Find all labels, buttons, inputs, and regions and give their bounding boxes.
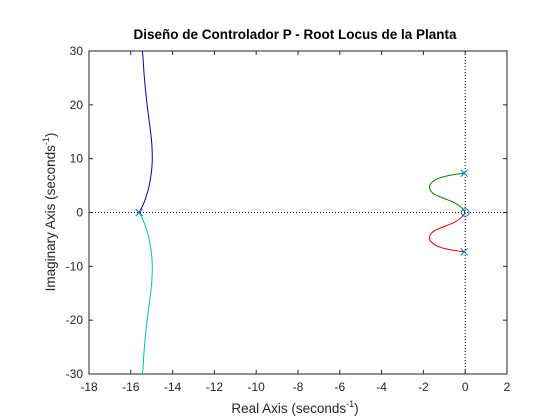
pole-marker (460, 247, 469, 256)
x-axis-label: Real Axis (seconds-1) (231, 399, 358, 416)
x-tick-label: -18 (80, 380, 98, 394)
x-tick-label: 2 (504, 380, 511, 394)
locus-branch-3 (428, 172, 466, 213)
y-tick-label: -30 (66, 367, 84, 381)
y-tick-label: 30 (70, 44, 84, 58)
axes-box (88, 50, 508, 375)
y-tick-label: 20 (70, 98, 84, 112)
y-tick-label: -20 (66, 313, 84, 327)
y-axis-label: Imaginary Axis (seconds-1) (41, 133, 58, 292)
zero-marker (460, 208, 470, 217)
locus-branch-2 (138, 212, 153, 375)
x-tick-label: 0 (462, 380, 469, 394)
x-tick-label: -2 (418, 380, 429, 394)
pole-stroke (460, 247, 469, 256)
pole-marker (135, 208, 144, 217)
x-axis-ticks: -18 -16 -14 -12 -10 -8 -6 -4 -2 0 2 (80, 51, 511, 394)
pole-stroke (460, 169, 469, 178)
plot-area (88, 50, 508, 375)
x-tick-label: -16 (122, 380, 140, 394)
reference-lines (89, 51, 507, 374)
x-tick-label: -4 (376, 380, 387, 394)
x-tick-label: -8 (293, 380, 304, 394)
y-tick-label: -10 (66, 259, 84, 273)
x-tick-label: -12 (206, 380, 224, 394)
pole-stroke (135, 208, 144, 217)
pole-marker (460, 169, 469, 178)
locus-branch-4 (428, 212, 466, 253)
y-tick-label: 0 (76, 206, 83, 220)
chart-title: Diseño de Controlador P - Root Locus de … (133, 27, 457, 42)
locus-branch-1 (138, 50, 153, 213)
markers-layer (135, 169, 470, 256)
series-layer (138, 50, 466, 375)
x-tick-label: -6 (334, 380, 345, 394)
x-tick-label: -14 (164, 380, 182, 394)
y-tick-label: 10 (70, 152, 84, 166)
y-axis-ticks: -30 -20 -10 0 10 20 30 (66, 44, 507, 381)
x-tick-label: -10 (248, 380, 266, 394)
